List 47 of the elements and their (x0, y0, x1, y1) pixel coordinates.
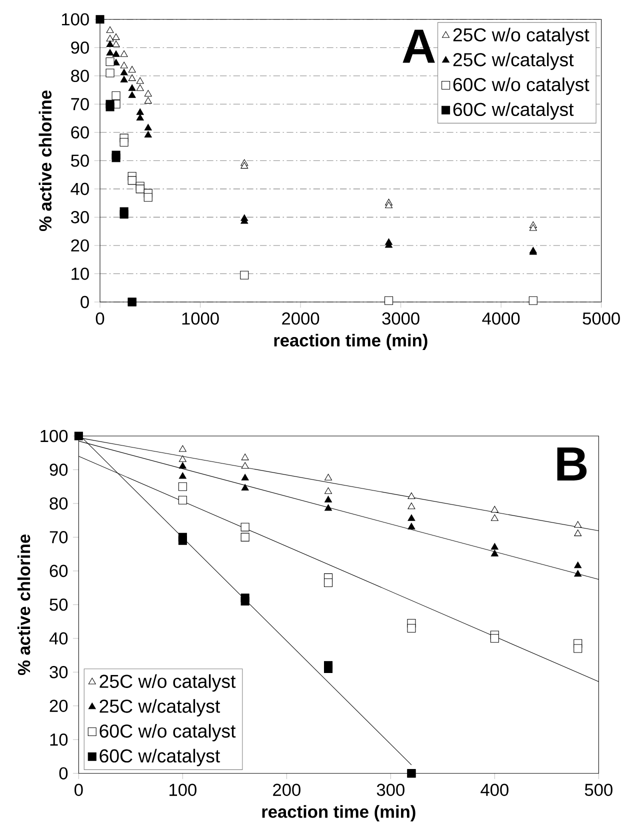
legend-label: 60C w/o catalyst (100, 724, 236, 742)
y-axis-title: % active chlorine (17, 534, 30, 676)
y-tick-label: 80 (71, 70, 89, 82)
x-tick-label: 1000 (182, 312, 219, 325)
legend-label: 25C w/o catalyst (100, 674, 236, 692)
y-tick-label: 60 (50, 564, 68, 578)
x-tick-label: 0 (96, 312, 104, 325)
legend-label: 60C w/catalyst (453, 102, 574, 120)
y-tick-label: 40 (70, 182, 89, 196)
y-tick-label: 90 (50, 464, 68, 476)
y-tick-label: 20 (50, 700, 68, 712)
y-tick-label: 50 (70, 154, 89, 167)
x-tick-label: 200 (273, 784, 300, 796)
chart-title: B (557, 447, 587, 480)
x-tick-label: 500 (584, 784, 612, 796)
x-axis-title: reaction time (min) (262, 805, 416, 822)
x-tick-label: 300 (376, 784, 404, 796)
chart-title: A (402, 30, 435, 63)
x-axis-title: reaction time (min) (274, 334, 428, 350)
y-tick-label: 90 (71, 41, 89, 54)
legend-label: 25C w/o catalyst (453, 28, 590, 46)
y-tick-label: 50 (50, 598, 68, 611)
y-tick-label: 60 (71, 126, 89, 139)
y-tick-label: 0 (59, 767, 68, 780)
y-tick-label: 40 (49, 632, 68, 645)
x-tick-label: 5000 (582, 312, 620, 325)
y-tick-label: 100 (62, 13, 89, 26)
y-tick-label: 0 (80, 296, 89, 308)
legend-label: 60C w/catalyst (100, 748, 220, 766)
y-tick-label: 80 (50, 497, 68, 510)
y-tick-label: 20 (71, 239, 89, 252)
y-tick-label: 100 (40, 430, 68, 442)
x-tick-label: 2000 (282, 312, 320, 325)
x-tick-label: 100 (170, 784, 196, 796)
x-tick-label: 4000 (482, 312, 520, 325)
y-tick-label: 30 (70, 211, 89, 224)
legend-label: 60C w/o catalyst (453, 77, 590, 95)
y-axis-title: % active chlorine (38, 90, 52, 232)
y-tick-label: 10 (50, 733, 68, 746)
y-tick-label: 70 (50, 531, 68, 544)
legend-label: 25C w/catalyst (100, 699, 220, 717)
legend-label: 25C w/catalyst (453, 52, 574, 70)
y-tick-label: 10 (72, 268, 89, 280)
y-tick-label: 30 (50, 666, 68, 678)
x-tick-label: 3000 (382, 312, 420, 325)
y-tick-label: 70 (71, 98, 89, 110)
x-tick-label: 400 (480, 784, 508, 796)
